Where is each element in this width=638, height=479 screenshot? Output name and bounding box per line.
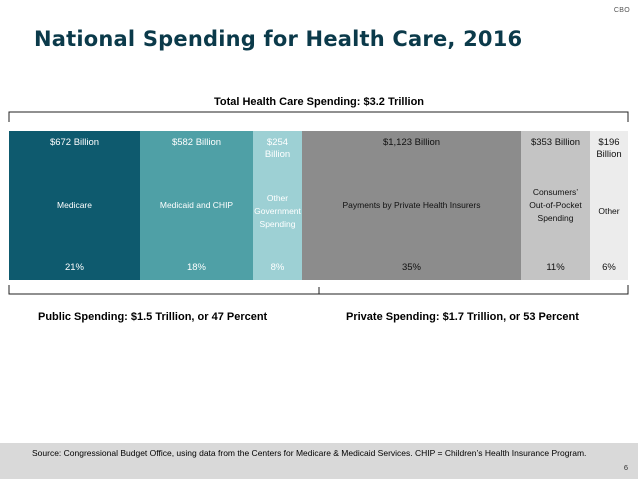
segment-percent-label: 21% — [64, 262, 84, 273]
segment-category-label: Consumers’ Out-of-Pocket Spending — [529, 186, 581, 225]
segment-amount-label: $353 Billion — [530, 137, 581, 148]
segment-percent-label: 8% — [270, 262, 285, 273]
segment-category-line: Government — [254, 206, 301, 216]
segment-amount-label: $254 Billion — [264, 137, 291, 160]
segment-category-line: Spending — [259, 219, 296, 229]
segment-category-line: Out-of-Pocket — [529, 200, 582, 210]
bar-segment-other-government-spending: $254 Billion Other Government Spending 8% — [253, 131, 302, 280]
bar-segment-other: $196 Billion Other 6% — [590, 131, 628, 280]
bar-segment-medicaid-and-chip: $582 Billion Medicaid and CHIP 18% — [140, 131, 253, 280]
segment-percent-label: 35% — [401, 262, 421, 273]
segment-amount-label: $582 Billion — [171, 137, 222, 148]
segment-category-line: Other — [266, 193, 289, 203]
bottom-bracket — [8, 285, 629, 295]
segment-amount-label: $1,123 Billion — [382, 137, 441, 148]
cbo-tag: CBO — [613, 7, 630, 14]
page-number: 6 — [623, 463, 628, 472]
top-bracket — [8, 111, 629, 122]
segment-category-label: Medicaid and CHIP — [159, 200, 234, 210]
footer: Source: Congressional Budget Office, usi… — [0, 443, 638, 479]
segment-category-line: Consumers’ — [532, 187, 579, 197]
public-spending-label: Public Spending: $1.5 Trillion, or 47 Pe… — [38, 311, 268, 323]
bar-segment-payments-by-private-health-insurers: $1,123 Billion Payments by Private Health… — [302, 131, 521, 280]
segment-amount-line: $196 — [598, 137, 620, 148]
segment-category-label: Medicare — [57, 200, 92, 210]
bar-segment-consumers-out-of-pocket-spending: $353 Billion Consumers’ Out-of-Pocket Spend… — [521, 131, 590, 280]
private-spending-label: Private Spending: $1.7 Trillion, or 53 P… — [346, 311, 579, 323]
page-title: National Spending for Health Care, 2016 — [34, 27, 523, 51]
total-spending-label: Total Health Care Spending: $3.2 Trillio… — [213, 96, 425, 108]
segment-category-label: Other Government Spending — [254, 192, 301, 231]
segment-amount-label: $672 Billion — [49, 137, 100, 148]
segment-category-label: Payments by Private Health Insurers — [342, 200, 481, 210]
bar-segment-medicare: $672 Billion Medicare 21% — [9, 131, 140, 280]
segment-percent-label: 6% — [602, 262, 616, 273]
source-note: Source: Congressional Budget Office, usi… — [32, 448, 587, 458]
segment-category-line: Spending — [537, 213, 574, 223]
segment-percent-label: 11% — [546, 262, 565, 273]
segment-percent-label: 18% — [186, 262, 206, 273]
segment-category-label: Other — [598, 206, 620, 216]
segment-amount-line: Billion — [596, 149, 622, 160]
segment-amount-label: $196 Billion — [596, 137, 621, 161]
